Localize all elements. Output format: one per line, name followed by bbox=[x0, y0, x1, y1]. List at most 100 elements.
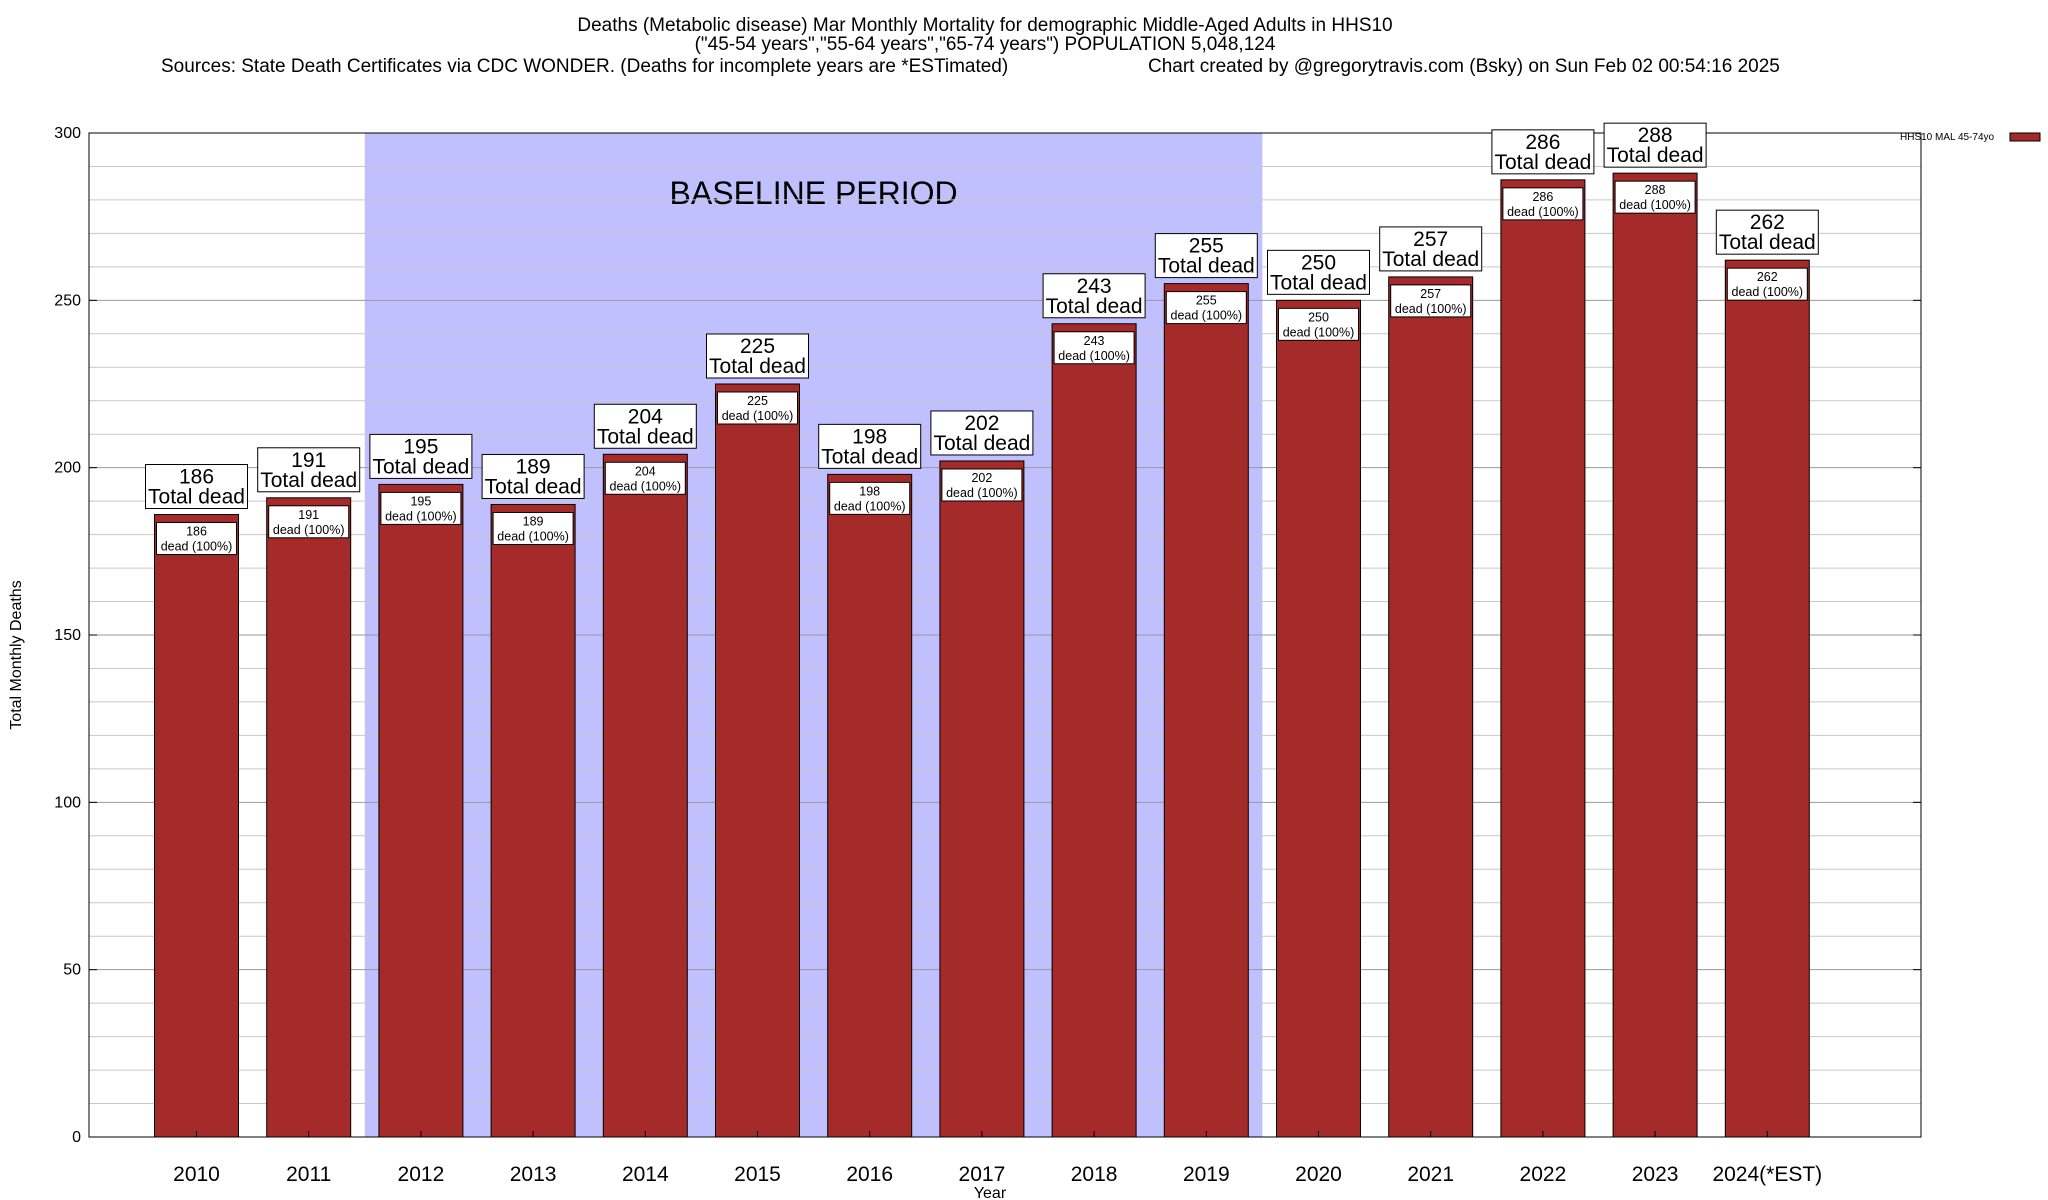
bar bbox=[602, 453, 688, 1138]
bar-inner-value-label: 286 bbox=[1532, 190, 1553, 204]
bar-total-label-box bbox=[1154, 233, 1258, 279]
bar-inner-value-label: 257 bbox=[1420, 287, 1441, 301]
y-tick-label: 0 bbox=[72, 1129, 81, 1146]
bar-total-text-label: Total dead bbox=[1158, 255, 1255, 278]
bar bbox=[939, 460, 1025, 1138]
bar-total-label-box bbox=[481, 453, 585, 499]
x-tick-label: 2010 bbox=[173, 1163, 220, 1186]
y-tick-label: 250 bbox=[54, 292, 81, 309]
x-tick-label: 2024(*EST) bbox=[1712, 1163, 1822, 1186]
x-tick-label: 2017 bbox=[959, 1163, 1006, 1186]
x-tick-label: 2012 bbox=[398, 1163, 445, 1186]
bar-total-value-label: 288 bbox=[1638, 124, 1673, 147]
bar-total-label-box bbox=[257, 447, 361, 493]
y-tick-label: 300 bbox=[54, 125, 81, 142]
bar-total-value-label: 189 bbox=[516, 455, 551, 478]
bar-inner-label-box bbox=[1278, 307, 1359, 341]
y-tick-label: 50 bbox=[63, 962, 81, 979]
x-tick-label: 2016 bbox=[846, 1163, 893, 1186]
bar bbox=[1051, 323, 1137, 1138]
bar-inner-pct-label: dead (100%) bbox=[1058, 349, 1130, 363]
bar-inner-pct-label: dead (100%) bbox=[610, 479, 682, 493]
bar-total-text-label: Total dead bbox=[1382, 248, 1479, 271]
bar-inner-value-label: 202 bbox=[971, 471, 992, 485]
bar-total-text-label: Total dead bbox=[933, 432, 1030, 455]
bar-inner-label-box bbox=[604, 461, 686, 495]
title-line-1: Deaths (Metabolic disease) Mar Monthly M… bbox=[577, 15, 1392, 36]
baseline-period-label: BASELINE PERIOD bbox=[670, 175, 958, 211]
bar-total-label-box bbox=[593, 403, 697, 449]
bar-total-value-label: 286 bbox=[1525, 131, 1560, 154]
bar bbox=[490, 503, 576, 1138]
bar-inner-value-label: 250 bbox=[1308, 310, 1329, 324]
bar-total-label-box bbox=[1267, 249, 1370, 295]
bar-inner-label-box bbox=[380, 491, 462, 525]
legend: HHS10 MAL 45-74yo bbox=[1900, 132, 2041, 143]
bar-total-text-label: Total dead bbox=[1607, 144, 1704, 167]
bar bbox=[715, 383, 800, 1138]
bar-inner-value-label: 198 bbox=[859, 484, 880, 498]
bar-total-text-label: Total dead bbox=[1270, 271, 1367, 294]
bar-total-label-box bbox=[706, 333, 809, 379]
x-axis-title: Year bbox=[974, 1185, 1007, 1200]
bar-inner-label-box bbox=[492, 511, 574, 545]
bar-inner-pct-label: dead (100%) bbox=[161, 540, 233, 554]
bar bbox=[1388, 276, 1474, 1138]
bar-inner-value-label: 191 bbox=[298, 508, 319, 522]
bar-inner-value-label: 186 bbox=[186, 525, 207, 539]
bar-inner-value-label: 189 bbox=[523, 514, 544, 528]
bar-inner-pct-label: dead (100%) bbox=[1732, 285, 1804, 299]
x-tick-label: 2015 bbox=[734, 1163, 781, 1186]
bar-total-label-box bbox=[145, 464, 248, 510]
bar-inner-pct-label: dead (100%) bbox=[722, 409, 794, 423]
bar-total-value-label: 262 bbox=[1750, 211, 1785, 234]
bar-inner-label-box bbox=[1726, 267, 1808, 301]
bar bbox=[1724, 259, 1810, 1138]
bar-inner-value-label: 262 bbox=[1757, 270, 1778, 284]
bar-total-label-box bbox=[369, 433, 473, 479]
bar-total-text-label: Total dead bbox=[485, 475, 582, 498]
y-tick-label: 100 bbox=[54, 794, 81, 811]
x-tick-label: 2020 bbox=[1295, 1163, 1342, 1186]
bar-inner-label-box bbox=[1502, 187, 1584, 221]
bar bbox=[1500, 179, 1586, 1138]
bar-total-label-box bbox=[818, 423, 922, 469]
bar-inner-value-label: 243 bbox=[1084, 334, 1105, 348]
bar-inner-pct-label: dead (100%) bbox=[1619, 198, 1691, 212]
bar-total-value-label: 186 bbox=[179, 466, 214, 489]
bar-total-value-label: 257 bbox=[1413, 228, 1448, 251]
plot-area: BASELINE PERIOD 0 50 100 150 200 250 300 2010 186… bbox=[54, 122, 1922, 1186]
bar-total-label-box bbox=[1042, 273, 1146, 319]
bar-inner-pct-label: dead (100%) bbox=[946, 486, 1018, 500]
y-axis-title: Total Monthly Deaths bbox=[8, 580, 25, 729]
title-line-2: ("45-54 years","55-64 years","65-74 year… bbox=[695, 34, 1276, 55]
bar-inner-value-label: 225 bbox=[747, 394, 768, 408]
bar-inner-label-box bbox=[717, 391, 798, 425]
bar-total-value-label: 250 bbox=[1301, 251, 1336, 274]
bar-inner-label-box bbox=[941, 468, 1023, 502]
bar-total-text-label: Total dead bbox=[1046, 295, 1143, 318]
bar-total-value-label: 225 bbox=[740, 335, 775, 358]
x-tick-label: 2018 bbox=[1071, 1163, 1118, 1186]
bar-inner-value-label: 255 bbox=[1196, 294, 1217, 308]
y-tick-label: 150 bbox=[54, 627, 81, 644]
x-tick-label: 2013 bbox=[510, 1163, 557, 1186]
bar-total-value-label: 255 bbox=[1189, 235, 1224, 258]
bar-total-text-label: Total dead bbox=[821, 445, 918, 468]
x-tick-label: 2019 bbox=[1183, 1163, 1230, 1186]
bar-inner-value-label: 204 bbox=[635, 464, 656, 478]
legend-label: HHS10 MAL 45-74yo bbox=[1900, 132, 1995, 143]
legend-swatch bbox=[2009, 132, 2041, 142]
x-tick-label: 2022 bbox=[1520, 1163, 1567, 1186]
bar-total-label-box bbox=[1491, 129, 1595, 175]
bar-inner-pct-label: dead (100%) bbox=[497, 529, 569, 543]
bar-total-label-box bbox=[1379, 226, 1483, 272]
bar-inner-value-label: 288 bbox=[1645, 183, 1666, 197]
x-tick-label: 2021 bbox=[1407, 1163, 1454, 1186]
bar bbox=[827, 473, 913, 1138]
bar bbox=[1163, 283, 1249, 1138]
title-line-4: Chart created by @gregorytravis.com (Bsk… bbox=[1148, 56, 1780, 77]
bar-inner-label-box bbox=[1165, 291, 1247, 325]
chart-title: Deaths (Metabolic disease) Mar Monthly M… bbox=[161, 15, 1780, 77]
